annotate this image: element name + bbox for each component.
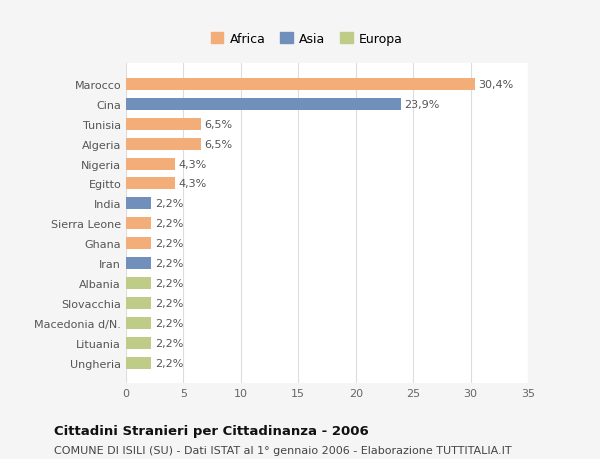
Text: 2,2%: 2,2%: [155, 278, 183, 288]
Legend: Africa, Asia, Europa: Africa, Asia, Europa: [207, 29, 407, 50]
Text: 2,2%: 2,2%: [155, 258, 183, 269]
Text: 2,2%: 2,2%: [155, 338, 183, 348]
Text: 2,2%: 2,2%: [155, 199, 183, 209]
Bar: [126, 238, 151, 250]
Text: 6,5%: 6,5%: [204, 119, 232, 129]
Bar: [126, 99, 401, 111]
Text: 2,2%: 2,2%: [155, 298, 183, 308]
Bar: [126, 317, 151, 329]
Bar: [126, 277, 151, 289]
Bar: [126, 257, 151, 269]
Text: 2,2%: 2,2%: [155, 219, 183, 229]
Text: 6,5%: 6,5%: [204, 140, 232, 149]
Text: 4,3%: 4,3%: [179, 179, 207, 189]
Text: COMUNE DI ISILI (SU) - Dati ISTAT al 1° gennaio 2006 - Elaborazione TUTTITALIA.I: COMUNE DI ISILI (SU) - Dati ISTAT al 1° …: [54, 445, 512, 455]
Text: 2,2%: 2,2%: [155, 358, 183, 368]
Bar: [126, 198, 151, 210]
Text: 2,2%: 2,2%: [155, 318, 183, 328]
Bar: [126, 79, 475, 91]
Bar: [126, 158, 175, 170]
Text: 4,3%: 4,3%: [179, 159, 207, 169]
Bar: [126, 337, 151, 349]
Bar: [126, 138, 200, 150]
Bar: [126, 178, 175, 190]
Bar: [126, 218, 151, 230]
Bar: [126, 357, 151, 369]
Text: 23,9%: 23,9%: [404, 100, 439, 110]
Bar: [126, 297, 151, 309]
Text: Cittadini Stranieri per Cittadinanza - 2006: Cittadini Stranieri per Cittadinanza - 2…: [54, 425, 369, 437]
Bar: [126, 118, 200, 130]
Text: 2,2%: 2,2%: [155, 239, 183, 249]
Text: 30,4%: 30,4%: [479, 80, 514, 90]
